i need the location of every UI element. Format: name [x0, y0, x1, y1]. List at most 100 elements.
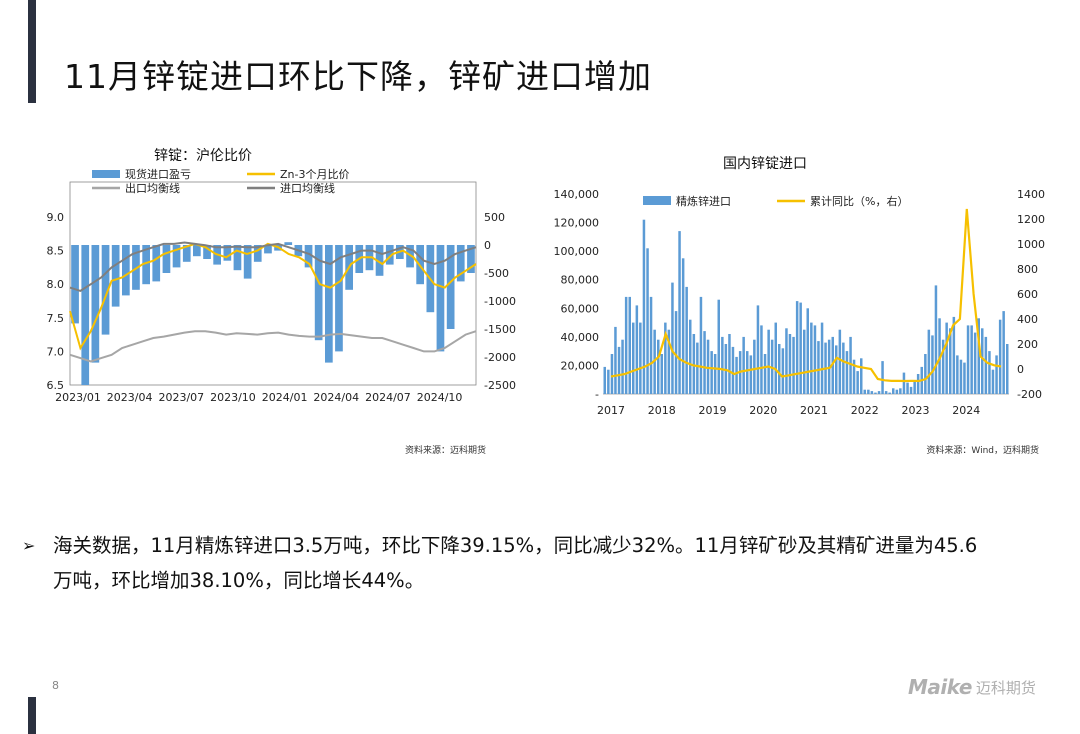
y-right-tick-label: 0 [484, 239, 491, 252]
company-logo: Maike 迈科期货 [908, 675, 1036, 699]
plot-frame [69, 181, 477, 386]
refined-zinc-import-bar [952, 316, 956, 394]
refined-zinc-import-bar [966, 325, 970, 394]
refined-zinc-import-bar [785, 328, 788, 394]
refined-zinc-import-bar [956, 355, 959, 394]
refined-zinc-import-bar [888, 392, 891, 394]
refined-zinc-import-bar [806, 308, 809, 394]
refined-zinc-import-bar [657, 339, 660, 394]
refined-zinc-import-bar [838, 329, 842, 394]
import-profit-bar [243, 245, 252, 279]
refined-zinc-import-bar [970, 325, 973, 394]
refined-zinc-import-bar [803, 329, 806, 394]
y-left-tick-label: 120,000 [554, 217, 600, 230]
refined-zinc-import-bar [877, 391, 881, 394]
refined-zinc-import-bar [628, 296, 631, 394]
refined-zinc-import-bar [1002, 311, 1005, 394]
refined-zinc-import-bar [902, 372, 906, 394]
y-right-tick-label: -1000 [484, 295, 516, 308]
refined-zinc-import-bar [881, 361, 884, 394]
refined-zinc-import-bar [835, 345, 838, 394]
refined-zinc-import-bar [998, 319, 1002, 394]
import-profit-bar [233, 245, 242, 271]
refined-zinc-import-bar [949, 328, 952, 394]
refined-zinc-import-bar [941, 339, 945, 394]
x-tick-label: 2022 [851, 404, 879, 417]
x-tick-label: 2019 [699, 404, 727, 417]
y-right-tick-label: -200 [1017, 388, 1042, 401]
source-note: 资料来源：Wind，迈科期货 [926, 444, 1039, 456]
import-profit-bar [71, 245, 79, 324]
refined-zinc-import-bar [810, 322, 813, 394]
import-profit-bar [101, 245, 110, 335]
refined-zinc-import-bar [713, 354, 717, 394]
source-note: 资料来源：迈科期货 [405, 444, 486, 456]
refined-zinc-import-bar [607, 369, 610, 394]
legend-swatch [92, 170, 120, 178]
export-parity-line [69, 330, 477, 363]
refined-zinc-import-bar [899, 388, 902, 394]
x-tick-label: 2023/01 [55, 391, 101, 404]
refined-zinc-import-bar [913, 381, 916, 394]
refined-zinc-import-bar [617, 346, 621, 394]
refined-zinc-import-bar [820, 322, 824, 394]
x-tick-label: 2020 [749, 404, 777, 417]
refined-zinc-import-bar [813, 325, 817, 394]
import-profit-bar [335, 245, 343, 352]
y-left-tick-label: 100,000 [554, 245, 600, 258]
refined-zinc-import-bar [1006, 344, 1009, 394]
refined-zinc-import-bar [685, 286, 688, 394]
y-left-tick-label: 140,000 [554, 188, 600, 201]
refined-zinc-import-bar [624, 296, 628, 394]
legend-label: Zn-3个月比价 [280, 168, 349, 181]
refined-zinc-import-bar [639, 322, 642, 394]
import-profit-bar [142, 245, 150, 285]
y-left-tick-label: 8.0 [47, 278, 65, 291]
refined-zinc-import-bar [867, 389, 870, 394]
refined-zinc-import-bar [763, 354, 767, 394]
x-tick-label: 2023/04 [107, 391, 153, 404]
refined-zinc-import-bar [767, 329, 770, 394]
refined-zinc-import-bar [603, 366, 606, 394]
refined-zinc-import-bar [678, 231, 681, 394]
refined-zinc-import-bar [756, 305, 760, 394]
refined-zinc-import-bar [988, 351, 991, 394]
legend-label: 进口均衡线 [280, 181, 335, 195]
page-number: 8 [52, 679, 59, 692]
refined-zinc-import-bar [681, 258, 685, 394]
accent-bar-top [28, 0, 36, 103]
refined-zinc-import-bar [842, 342, 845, 394]
cumulative-yoy-line [610, 208, 1002, 383]
import-profit-bar [162, 245, 171, 273]
refined-zinc-import-bar [892, 388, 895, 394]
refined-zinc-import-bar [909, 386, 913, 394]
refined-zinc-import-bar [984, 336, 988, 394]
x-tick-label: 2024/04 [313, 391, 359, 404]
import-parity-line [69, 241, 477, 292]
chart-title: 锌锭：沪伦比价 [154, 148, 252, 164]
refined-zinc-import-bar [699, 296, 703, 394]
refined-zinc-import-bar [749, 355, 753, 394]
import-profit-bar [203, 245, 211, 259]
import-profit-bar [122, 245, 130, 296]
import-profit-bar [284, 242, 293, 245]
refined-zinc-import-bar [664, 322, 667, 394]
refined-zinc-import-bar [870, 391, 874, 394]
legend-label: 出口均衡线 [125, 181, 180, 195]
refined-zinc-import-bar [906, 382, 909, 394]
refined-zinc-import-bar [703, 331, 706, 394]
y-left-tick-label: 6.5 [47, 379, 65, 392]
y-right-tick-label: 1000 [1017, 238, 1045, 251]
y-left-tick-label: 8.5 [47, 245, 65, 258]
refined-zinc-import-bar [856, 371, 859, 394]
refined-zinc-import-bar [671, 282, 674, 394]
import-profit-bar [385, 245, 394, 265]
x-tick-label: 2018 [648, 404, 676, 417]
legend-label: 现货进口盈亏 [125, 167, 191, 181]
x-tick-label: 2017 [597, 404, 625, 417]
refined-zinc-import-bar [746, 351, 749, 394]
refined-zinc-import-bar [721, 336, 724, 394]
import-profit-bar [375, 245, 384, 276]
import-profit-bar [264, 245, 272, 254]
y-right-tick-label: -2000 [484, 351, 516, 364]
